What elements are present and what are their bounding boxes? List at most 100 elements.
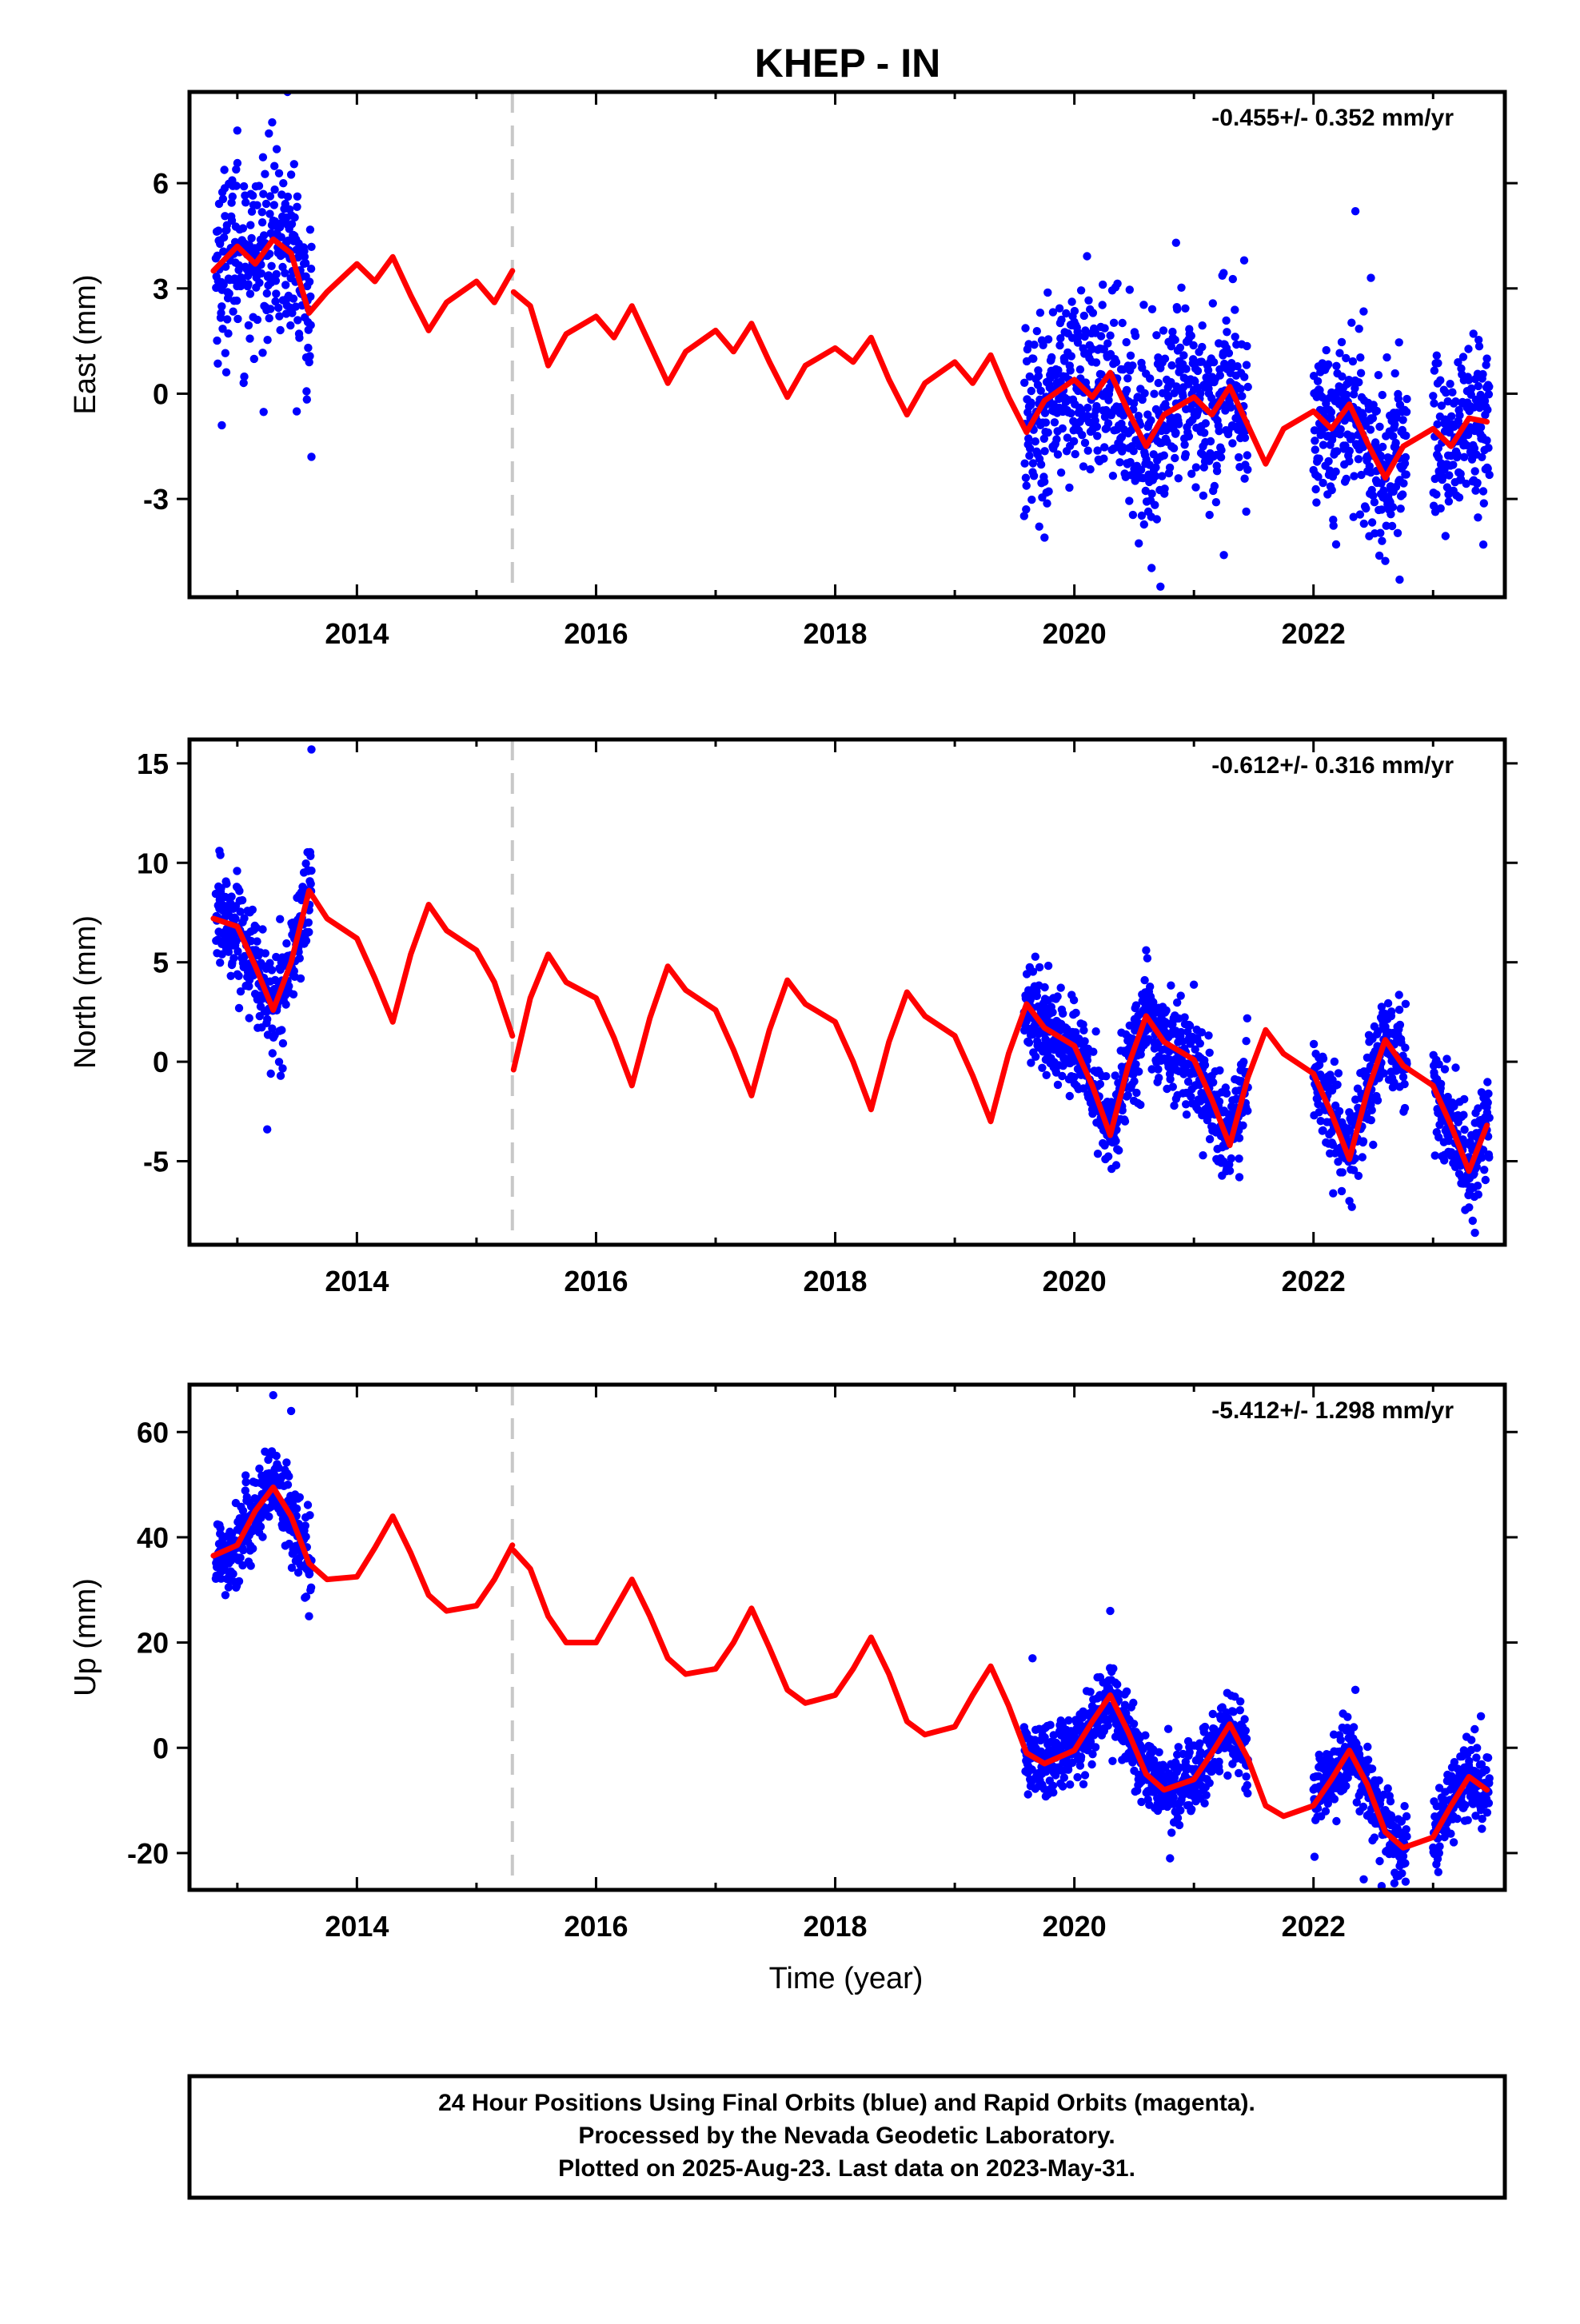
- up-point: [1372, 1787, 1382, 1796]
- east-point: [1054, 365, 1063, 375]
- east-point: [1174, 474, 1183, 483]
- east-point: [283, 192, 293, 201]
- east-point: [1243, 341, 1251, 351]
- up-point: [1343, 1773, 1352, 1782]
- north-point: [1383, 999, 1393, 1008]
- east-point: [1470, 444, 1479, 452]
- up-point: [306, 1583, 316, 1593]
- east-point: [292, 407, 301, 416]
- up-point: [1330, 1795, 1339, 1804]
- east-point: [1128, 361, 1137, 370]
- north-point: [276, 1071, 285, 1080]
- east-point: [1451, 397, 1460, 406]
- east-point: [259, 231, 269, 240]
- east-point: [1400, 459, 1410, 468]
- east-point: [1375, 422, 1384, 431]
- east-point: [1104, 396, 1113, 405]
- east-point: [1020, 459, 1029, 468]
- east-point: [1065, 483, 1074, 492]
- east-point: [1379, 486, 1388, 495]
- up-point: [1231, 1692, 1239, 1701]
- north-point: [1111, 1137, 1120, 1146]
- up-point: [239, 1545, 248, 1555]
- east-point: [1097, 370, 1106, 379]
- east-point: [1039, 341, 1047, 349]
- east-point: [305, 277, 314, 286]
- east-point: [1021, 473, 1031, 482]
- up-point: [303, 1501, 313, 1509]
- up-point: [1398, 1869, 1406, 1878]
- up-point: [256, 1522, 265, 1531]
- north-point: [1400, 1079, 1409, 1089]
- north-point: [1091, 1027, 1100, 1036]
- east-point: [1376, 528, 1385, 537]
- up-point: [1195, 1739, 1204, 1748]
- east-point: [289, 160, 298, 169]
- up-point: [1109, 1664, 1118, 1673]
- east-point: [249, 354, 258, 364]
- east-point: [1043, 335, 1053, 344]
- east-point: [1370, 498, 1379, 507]
- up-point: [241, 1477, 250, 1487]
- east-point: [249, 191, 257, 200]
- east-point: [1342, 353, 1351, 363]
- up-point: [1343, 1712, 1352, 1721]
- up-point: [1465, 1756, 1474, 1766]
- east-point: [241, 198, 250, 207]
- east-point: [1076, 286, 1086, 295]
- north-point: [245, 982, 253, 991]
- east-point: [253, 315, 262, 325]
- east-point: [293, 192, 302, 201]
- east-point: [1150, 389, 1159, 398]
- east-point: [259, 189, 268, 198]
- east-point: [1327, 408, 1336, 417]
- north-point: [229, 954, 238, 963]
- north-point: [1459, 1110, 1468, 1119]
- east-point: [1332, 361, 1341, 370]
- north-point: [1485, 1153, 1494, 1162]
- east-point: [1369, 491, 1378, 500]
- east-point: [1485, 382, 1494, 391]
- east-point: [261, 199, 271, 209]
- east-point: [1175, 343, 1185, 352]
- east-point: [1117, 433, 1127, 441]
- up-point: [283, 1481, 293, 1489]
- east-point: [1331, 467, 1340, 476]
- up-velocity-label: -5.412+/- 1.298 mm/yr: [1211, 1397, 1454, 1424]
- east-outlier-point: [1478, 540, 1488, 549]
- east-point: [257, 269, 266, 278]
- north-point: [1093, 1150, 1103, 1158]
- north-point: [1369, 1140, 1378, 1150]
- north-point: [1319, 1126, 1327, 1135]
- north-point: [237, 895, 247, 905]
- east-point: [1227, 403, 1235, 412]
- east-point: [1311, 484, 1320, 494]
- up-point: [1342, 1781, 1351, 1791]
- east-point: [1151, 463, 1160, 472]
- east-point: [1338, 372, 1347, 381]
- east-point: [1401, 452, 1410, 462]
- x-axis-label: Time (year): [769, 1962, 924, 1995]
- north-point: [248, 905, 257, 915]
- east-point: [1122, 385, 1131, 395]
- east-point: [1032, 327, 1042, 336]
- north-point: [1166, 1074, 1175, 1084]
- east-point: [1036, 386, 1045, 395]
- east-point: [1100, 413, 1110, 421]
- north-point: [278, 1064, 287, 1073]
- up-point: [1472, 1753, 1481, 1762]
- footer-line-3: Plotted on 2025-Aug-23. Last data on 202…: [558, 2155, 1135, 2182]
- north-point: [1465, 1203, 1474, 1212]
- up-point: [1359, 1802, 1368, 1812]
- east-point: [1315, 454, 1323, 463]
- up-frame: [187, 1382, 1507, 1892]
- east-point: [271, 277, 281, 285]
- up-x-tick-label: 2016: [564, 1910, 628, 1943]
- east-point: [221, 368, 231, 377]
- east-point: [1442, 483, 1452, 492]
- east-point: [1025, 372, 1035, 381]
- up-point: [1484, 1799, 1494, 1808]
- east-point: [1096, 332, 1106, 341]
- east-point: [1106, 331, 1115, 340]
- north-point: [1309, 1039, 1319, 1049]
